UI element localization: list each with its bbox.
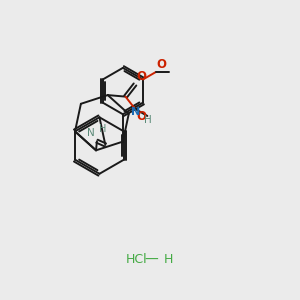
Text: O: O bbox=[157, 58, 167, 71]
Text: H: H bbox=[164, 254, 173, 266]
Text: H: H bbox=[144, 116, 151, 125]
Text: O: O bbox=[136, 110, 146, 123]
Text: N: N bbox=[87, 128, 94, 138]
Text: H: H bbox=[99, 124, 107, 134]
Text: O: O bbox=[136, 70, 146, 83]
Text: N: N bbox=[131, 107, 140, 118]
Text: HCl: HCl bbox=[126, 254, 148, 266]
Text: —: — bbox=[145, 253, 158, 267]
